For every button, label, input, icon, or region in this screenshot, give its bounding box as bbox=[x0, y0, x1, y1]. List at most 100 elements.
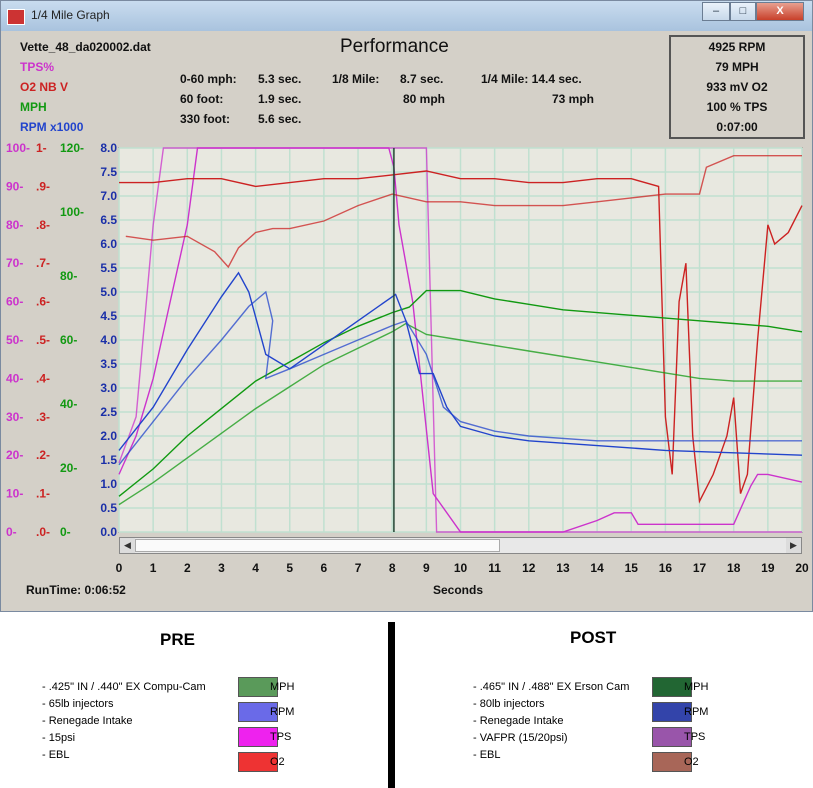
app-icon bbox=[7, 9, 25, 25]
stat-value-330ft: 5.6 sec. bbox=[258, 112, 302, 126]
window-title: 1/4 Mile Graph bbox=[31, 8, 110, 22]
y-tick-tps: 70- bbox=[6, 256, 23, 270]
stat-label-330ft: 330 foot: bbox=[180, 112, 231, 126]
x-tick-label: 8 bbox=[389, 561, 396, 575]
pre-legend-swatch-label: O2 bbox=[270, 756, 285, 768]
series-line-mph-pre bbox=[118, 322, 802, 506]
y-tick-o2: .0- bbox=[36, 525, 50, 539]
y-tick-rpm: 7.5 bbox=[100, 165, 117, 179]
stat-label-eighth: 1/8 Mile: bbox=[332, 72, 380, 86]
x-tick-label: 15 bbox=[625, 561, 639, 575]
y-tick-o2: .2- bbox=[36, 448, 50, 462]
performance-chart: 0 1 2 3 4 5 6 7 8 9 10 11 12 13 14 15 16 17 18 19 20100-90-8… bbox=[6, 141, 809, 575]
x-tick-label: 17 bbox=[693, 561, 707, 575]
x-tick-label: 19 bbox=[761, 561, 775, 575]
section-divider bbox=[388, 622, 395, 788]
y-tick-tps: 80- bbox=[6, 218, 23, 232]
y-tick-rpm: 5.5 bbox=[100, 261, 117, 275]
pre-note: - 65lb injectors bbox=[42, 698, 114, 710]
stat-label-60ft: 60 foot: bbox=[180, 92, 224, 106]
series-line-rpm-pre bbox=[118, 290, 802, 466]
maximize-button[interactable]: □ bbox=[730, 2, 756, 21]
time-scrollbar[interactable]: ◀ ▶ bbox=[119, 537, 802, 554]
y-tick-tps: 0- bbox=[6, 525, 17, 539]
post-legend-swatch bbox=[652, 752, 692, 772]
y-tick-rpm: 2.5 bbox=[100, 405, 117, 419]
series-line-o2-pre bbox=[125, 154, 802, 269]
minimize-button[interactable]: – bbox=[702, 2, 730, 21]
x-tick-label: 10 bbox=[454, 561, 468, 575]
readout-rpm: 4925 RPM bbox=[708, 40, 766, 54]
readout-box: 4925 RPM 79 MPH 933 mV O2 100 % TPS 0:07… bbox=[669, 35, 805, 139]
x-tick-label: 3 bbox=[218, 561, 225, 575]
scroll-right-icon[interactable]: ▶ bbox=[786, 538, 801, 553]
x-tick-label: 11 bbox=[488, 561, 501, 575]
pre-legend-swatch bbox=[238, 752, 278, 772]
x-tick-label: 12 bbox=[522, 561, 536, 575]
x-tick-label: 13 bbox=[556, 561, 570, 575]
y-tick-rpm: 7.0 bbox=[100, 189, 117, 203]
pre-title: PRE bbox=[160, 630, 195, 649]
close-button[interactable]: X bbox=[756, 2, 804, 21]
pre-legend-swatch-label: TPS bbox=[270, 731, 292, 743]
legend-rpm: RPM x1000 bbox=[20, 120, 84, 134]
pre-note: - 15psi bbox=[42, 732, 76, 744]
series-line-rpm-post bbox=[118, 271, 803, 456]
pre-note: - Renegade Intake bbox=[42, 715, 133, 727]
y-tick-o2: .5- bbox=[36, 333, 50, 347]
x-tick-label: 18 bbox=[727, 561, 741, 575]
y-tick-mph: 120- bbox=[60, 141, 84, 155]
y-tick-o2: .6- bbox=[36, 295, 50, 309]
post-note: - EBL bbox=[473, 749, 501, 761]
y-tick-rpm: 5.0 bbox=[100, 285, 117, 299]
scroll-left-icon[interactable]: ◀ bbox=[120, 538, 135, 553]
y-tick-tps: 50- bbox=[6, 333, 23, 347]
y-tick-rpm: 6.5 bbox=[100, 213, 117, 227]
stat-value-0-60: 5.3 sec. bbox=[258, 72, 302, 86]
y-tick-tps: 90- bbox=[6, 179, 23, 193]
scroll-thumb[interactable] bbox=[135, 539, 500, 552]
x-tick-label: 9 bbox=[423, 561, 430, 575]
title-bar: 1/4 Mile Graph – □ X bbox=[1, 1, 812, 31]
series-line-tps-post bbox=[118, 147, 803, 533]
y-tick-o2: .8- bbox=[36, 218, 50, 232]
y-tick-tps: 40- bbox=[6, 371, 23, 385]
readout-time: 0:07:00 bbox=[716, 120, 758, 134]
x-tick-label: 1 bbox=[150, 561, 157, 575]
y-tick-rpm: 0.0 bbox=[100, 525, 117, 539]
y-tick-mph: 80- bbox=[60, 269, 77, 283]
y-tick-mph: 100- bbox=[60, 205, 84, 219]
pre-note: - .425" IN / .440" EX Compu-Cam bbox=[42, 681, 206, 693]
stat-eighth-mph: 80 mph bbox=[403, 92, 446, 106]
pre-legend-swatch bbox=[238, 677, 278, 697]
legend-o2: O2 NB V bbox=[20, 80, 69, 94]
x-tick-label: 7 bbox=[355, 561, 362, 575]
legend-tps: TPS% bbox=[20, 60, 55, 74]
x-tick-label: 5 bbox=[286, 561, 293, 575]
y-tick-o2: .9- bbox=[36, 179, 50, 193]
y-tick-rpm: 6.0 bbox=[100, 237, 117, 251]
post-legend-swatch bbox=[652, 677, 692, 697]
post-legend-swatch-label: TPS bbox=[684, 731, 706, 743]
post-legend-swatch-label: MPH bbox=[684, 681, 709, 693]
post-legend-swatch bbox=[652, 727, 692, 747]
y-tick-rpm: 3.5 bbox=[100, 357, 117, 371]
y-tick-tps: 60- bbox=[6, 295, 23, 309]
y-tick-o2: 1- bbox=[36, 141, 47, 155]
y-tick-rpm: 2.0 bbox=[100, 429, 117, 443]
y-tick-rpm: 0.5 bbox=[100, 501, 117, 515]
performance-title: Performance bbox=[340, 36, 449, 57]
post-legend-swatch-label: RPM bbox=[684, 706, 709, 718]
series-line-o2-post bbox=[119, 170, 803, 504]
post-legend-swatch-label: O2 bbox=[684, 756, 699, 768]
y-tick-mph: 20- bbox=[60, 461, 77, 475]
post-note: - .465" IN / .488" EX Erson Cam bbox=[473, 681, 630, 693]
pre-legend-swatch-label: RPM bbox=[270, 706, 295, 718]
y-tick-tps: 100- bbox=[6, 141, 30, 155]
y-tick-tps: 10- bbox=[6, 487, 23, 501]
y-tick-rpm: 8.0 bbox=[100, 141, 117, 155]
y-tick-o2: .3- bbox=[36, 410, 50, 424]
y-tick-rpm: 4.5 bbox=[100, 309, 117, 323]
readout-mph: 79 MPH bbox=[715, 60, 759, 74]
post-legend-swatch bbox=[652, 702, 692, 722]
